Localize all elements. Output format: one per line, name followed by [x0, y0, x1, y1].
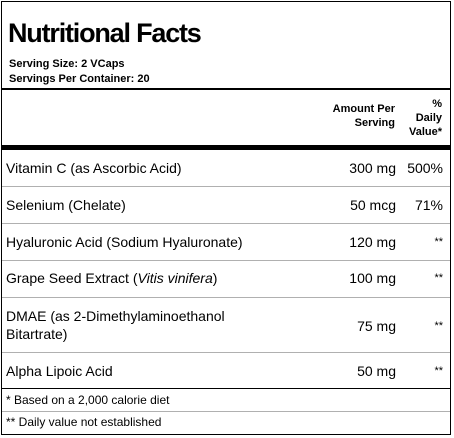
nutrient-amount: 100 mg	[349, 270, 396, 286]
nutrient-daily-value: **	[434, 236, 443, 248]
footnote-divider	[2, 411, 450, 412]
nutrient-daily-value: **	[434, 272, 443, 284]
nutrient-name: DMAE (as 2-Dimethylaminoethanol Bitartra…	[6, 308, 225, 342]
header-divider	[2, 145, 450, 150]
nutrient-amount: 120 mg	[349, 234, 396, 250]
row-divider	[2, 297, 450, 298]
panel-title: Nutritional Facts	[8, 18, 202, 48]
nutrient-amount: 50 mg	[357, 363, 396, 379]
divider	[2, 88, 450, 90]
daily-value-header: % Daily Value*	[408, 98, 442, 138]
nutrient-amount: 75 mg	[357, 318, 396, 334]
row-divider	[2, 186, 450, 187]
row-divider	[2, 260, 450, 261]
nutrient-amount: 50 mcg	[350, 197, 396, 213]
nutrient-daily-value: **	[434, 365, 443, 377]
nutrient-daily-value: 71%	[414, 197, 443, 213]
nutrient-name: Alpha Lipoic Acid	[6, 363, 113, 379]
amount-per-serving-header: Amount Per Serving	[332, 103, 395, 129]
nutrient-name: Grape Seed Extract (Vitis vinifera)	[6, 270, 218, 286]
nutrient-amount: 300 mg	[349, 160, 396, 176]
servings-per-container: Servings Per Container: 20	[9, 73, 150, 85]
footnote-calorie: * Based on a 2,000 calorie diet	[6, 393, 170, 407]
nutrient-name: Hyaluronic Acid (Sodium Hyaluronate)	[6, 234, 243, 250]
serving-size: Serving Size: 2 VCaps	[9, 58, 125, 70]
row-divider	[2, 223, 450, 224]
nutrient-daily-value: 500%	[407, 160, 443, 176]
footnote-daily-value: ** Daily value not established	[6, 415, 162, 429]
nutrient-name: Selenium (Chelate)	[6, 197, 126, 213]
footer-divider	[2, 388, 450, 389]
row-divider	[2, 352, 450, 353]
nutrient-daily-value: **	[434, 320, 443, 332]
nutrient-name: Vitamin C (as Ascorbic Acid)	[6, 160, 182, 176]
